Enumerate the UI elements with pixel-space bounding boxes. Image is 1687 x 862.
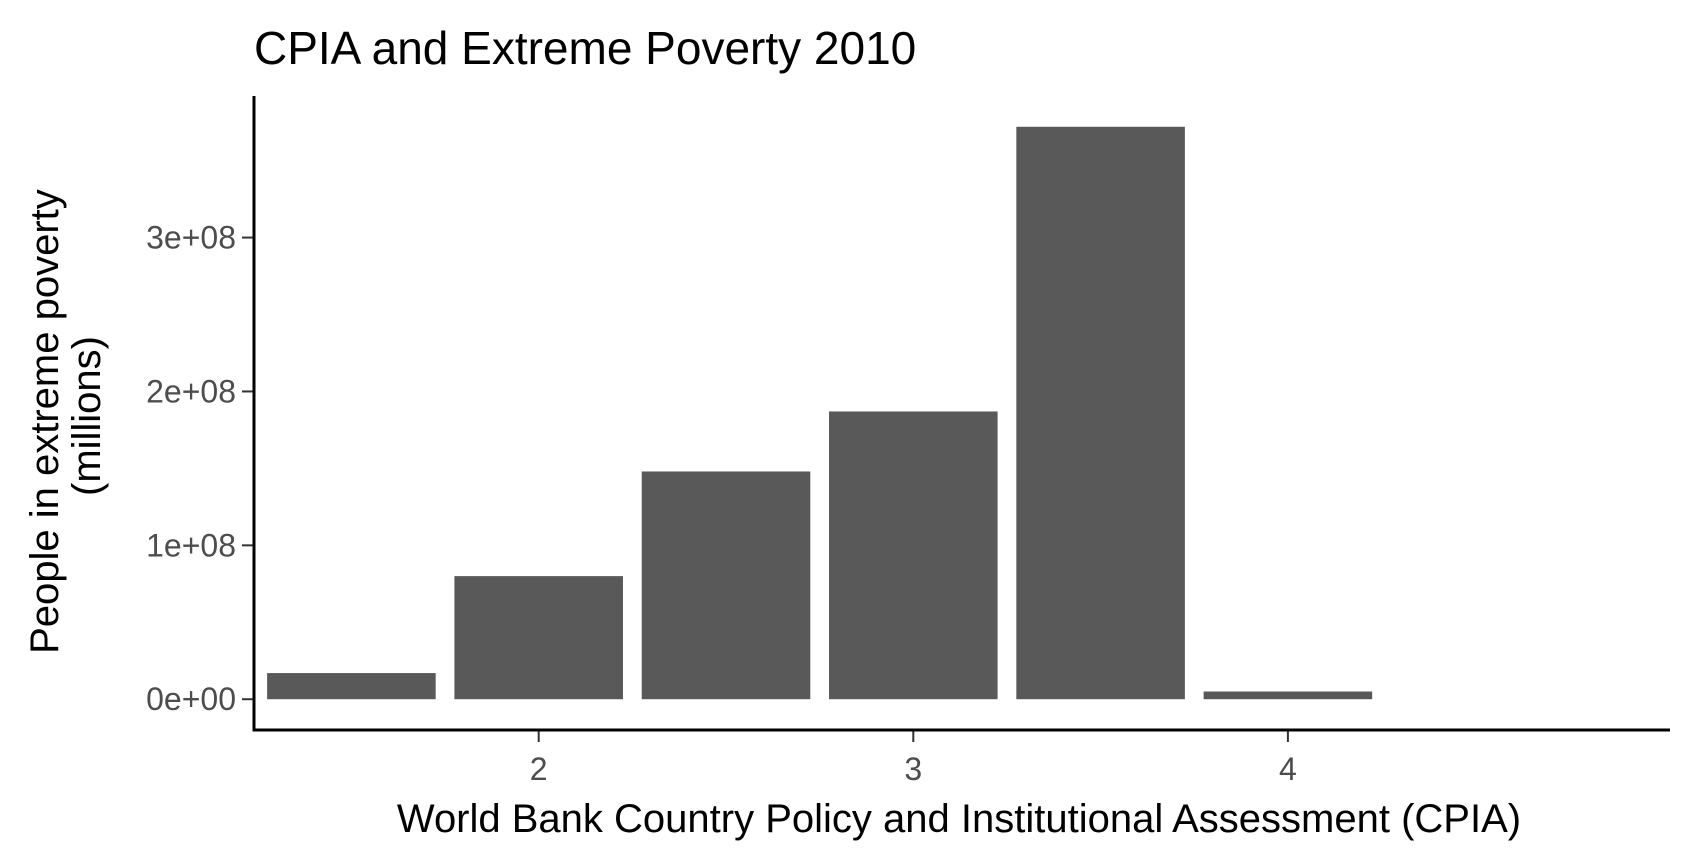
x-tick-label: 3 — [904, 751, 922, 787]
bar-1 — [267, 673, 436, 700]
y-tick-label: 0e+00 — [146, 681, 236, 717]
x-tick-label: 4 — [1279, 751, 1297, 787]
x-axis-ticks: 2 3 4 — [530, 730, 1297, 787]
x-tick-label: 2 — [530, 751, 548, 787]
y-axis-title-line-1: People in extreme poverty — [23, 189, 67, 654]
bar-5 — [1016, 126, 1185, 700]
bar-6 — [1203, 691, 1373, 700]
bars-group — [267, 126, 1373, 700]
bar-3 — [641, 471, 811, 700]
bar-4 — [829, 411, 998, 700]
y-tick-label: 3e+08 — [146, 220, 236, 256]
y-tick-label: 1e+08 — [146, 527, 236, 563]
y-axis-ticks: 0e+00 1e+08 2e+08 3e+08 — [146, 220, 254, 717]
x-axis-title: World Bank Country Policy and Institutio… — [397, 797, 1521, 841]
y-tick-label: 2e+08 — [146, 373, 236, 409]
chart-title: CPIA and Extreme Poverty 2010 — [254, 22, 916, 74]
y-axis-title-line-2: (millions) — [65, 336, 109, 496]
bar-2 — [454, 576, 623, 700]
y-axis-title: People in extreme poverty (millions) — [23, 178, 109, 654]
